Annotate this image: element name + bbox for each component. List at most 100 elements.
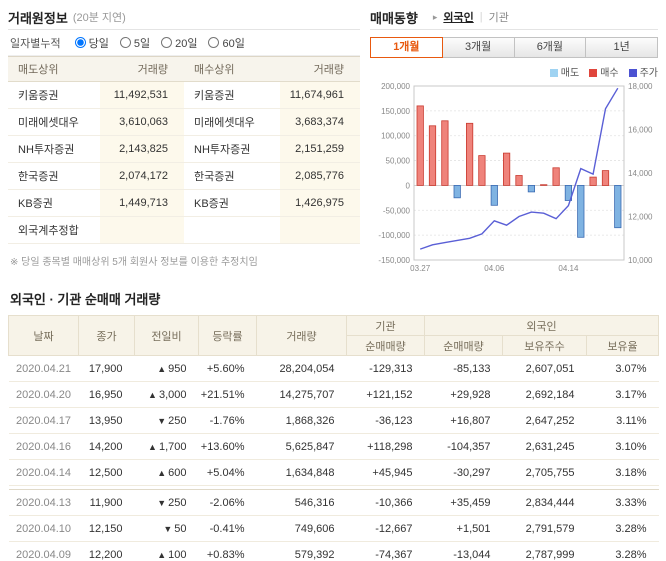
range-tab-0[interactable]: 1개월 — [370, 37, 443, 58]
change-cell: ▲ 3,000 — [134, 381, 199, 408]
seller-name: NH투자증권 — [8, 135, 100, 163]
broker-panel-header: 거래원정보 (20분 지연) — [8, 5, 360, 30]
trend-panel-header: 매매동향 ▸ 외국인 | 기관 — [370, 5, 658, 30]
broker-table-row: 미래에셋대우 3,610,063 미래에셋대우 3,683,374 — [8, 108, 360, 136]
foreign-shares-cell: 2,705,755 — [502, 459, 587, 486]
foreign-net-cell: -85,133 — [424, 355, 503, 382]
net-table-row: 2020.04.13 11,900 ▼ 250 -2.06% 546,316 -10,366… — [8, 489, 659, 516]
svg-text:18,000: 18,000 — [628, 82, 653, 91]
period-radio-1[interactable] — [119, 37, 131, 48]
buy-volume: 2,085,776 — [280, 162, 360, 190]
svg-text:14,000: 14,000 — [628, 169, 653, 178]
net-section-title: 외국인 · 기관 순매매 거래량 — [10, 292, 161, 307]
period-radio-3[interactable] — [208, 37, 220, 48]
change-cell: ▲ 600 — [134, 459, 199, 486]
down-arrow-icon: ▼ — [157, 497, 167, 508]
delay-note: (20분 지연) — [72, 12, 126, 24]
period-option-1[interactable]: 5일 — [119, 35, 151, 51]
foreign-shares-cell: 2,631,245 — [502, 433, 587, 460]
seller-name: 키움증권 — [8, 81, 100, 109]
period-option-label: 당일 — [88, 37, 109, 50]
rate-cell: -0.41% — [198, 515, 257, 542]
legend-item-1: 매수 — [589, 64, 619, 79]
svg-text:-100,000: -100,000 — [378, 231, 410, 240]
legend-swatch-icon — [549, 69, 558, 77]
volume-cell: 5,625,847 — [256, 433, 347, 460]
net-table: 날짜 종가 전일비 등락률 거래량 기관 외국인 순매매량 순매매량 보유주수 … — [8, 315, 660, 561]
institution-net-cell: +45,945 — [346, 459, 425, 486]
down-arrow-icon: ▼ — [157, 415, 167, 426]
trend-chart-svg: 200,000 150,000 100,000 50,000 0 -50,000 -100,… — [378, 82, 653, 273]
volume-cell: 28,204,054 — [256, 355, 347, 382]
rate-cell: -1.76% — [198, 407, 257, 434]
buy-volume: 2,151,259 — [280, 135, 360, 163]
rate-cell: +13.60% — [198, 433, 257, 460]
period-option-3[interactable]: 60일 — [208, 35, 245, 51]
legend-item-0: 매도 — [549, 64, 579, 79]
volume-cell: 579,392 — [256, 541, 347, 561]
foreign-ratio-cell: 3.18% — [586, 459, 659, 486]
trend-link-0[interactable]: 외국인 — [443, 12, 474, 24]
broker-table-row: 키움증권 11,492,531 키움증권 11,674,961 — [8, 81, 360, 109]
close-price-cell: 12,500 — [78, 459, 135, 486]
volume-cell: 14,275,707 — [256, 381, 347, 408]
change-cell: ▼ 250 — [134, 407, 199, 434]
trend-link-1[interactable]: 기관 — [488, 12, 509, 24]
period-selector-row: 일자별누적 당일 5일 20일 60일 — [8, 30, 360, 56]
up-arrow-icon: ▲ — [148, 389, 157, 400]
foreign-ratio-cell: 3.07% — [586, 355, 659, 382]
seller-name: 한국증권 — [8, 162, 100, 190]
svg-text:10,000: 10,000 — [628, 256, 653, 265]
period-option-0[interactable]: 당일 — [74, 35, 109, 51]
broker-table-header-row: 매도상위 거래량 매수상위 거래량 — [8, 56, 360, 82]
date-cell: 2020.04.17 — [8, 407, 79, 434]
rate-cell: +0.83% — [198, 541, 257, 561]
col-sell-top: 매도상위 — [8, 56, 100, 82]
volume-cell: 1,634,848 — [256, 459, 347, 486]
period-option-2[interactable]: 20일 — [161, 35, 197, 51]
legend-item-2: 주가 — [628, 64, 658, 79]
net-table-header-row-1: 날짜 종가 전일비 등락률 거래량 기관 외국인 — [8, 315, 660, 356]
date-cell: 2020.04.14 — [8, 459, 79, 486]
trend-panel: 매매동향 ▸ 외국인 | 기관 1개월 3개월 6개월 1년 매도 매수 주가 200,000 1… — [370, 5, 658, 276]
period-option-label: 5일 — [133, 37, 151, 50]
link-divider: | — [479, 11, 483, 23]
col-rate: 등락률 — [198, 315, 257, 356]
range-tab-2[interactable]: 6개월 — [513, 37, 587, 58]
net-trading-section: 외국인 · 기관 순매매 거래량 날짜 종가 전일비 등락률 거래량 기관 외국… — [8, 285, 660, 561]
seller-name: KB증권 — [8, 189, 100, 217]
period-radio-2[interactable] — [161, 37, 173, 48]
seller-name: 미래에셋대우 — [8, 108, 100, 136]
foreign-net-cell: +16,807 — [424, 407, 503, 434]
volume-cell: 546,316 — [256, 489, 347, 516]
foreign-ratio-cell: 3.28% — [586, 541, 659, 561]
up-arrow-icon: ▲ — [157, 467, 167, 478]
change-cell: ▲ 100 — [134, 541, 199, 561]
foreign-shares-cell: 2,607,051 — [502, 355, 587, 382]
buyer-name: 한국증권 — [184, 162, 280, 190]
svg-text:-150,000: -150,000 — [378, 256, 410, 265]
buy-volume: 3,683,374 — [280, 108, 360, 136]
range-tab-1[interactable]: 3개월 — [441, 37, 515, 58]
broker-table-row: KB증권 1,449,713 KB증권 1,426,975 — [8, 189, 360, 217]
top-panels: 거래원정보 (20분 지연) 일자별누적 당일 5일 20일 60일 매도상위 거래량… — [8, 5, 658, 276]
range-tab-3[interactable]: 1년 — [585, 37, 658, 58]
volume-cell: 1,868,326 — [256, 407, 347, 434]
col-volume: 거래량 — [256, 315, 347, 356]
foreign-shares-cell: 2,647,252 — [502, 407, 587, 434]
institution-net-cell: +118,298 — [346, 433, 425, 460]
change-cell: ▼ 250 — [134, 489, 199, 516]
col-foreign-shares: 보유주수 — [502, 335, 587, 356]
foreign-ratio-cell: 3.28% — [586, 515, 659, 542]
sell-volume: 1,449,713 — [100, 189, 184, 217]
period-option-label: 20일 — [175, 37, 198, 50]
broker-panel-title: 거래원정보 — [8, 10, 68, 26]
close-price-cell: 12,150 — [78, 515, 135, 542]
period-radio-0[interactable] — [74, 37, 86, 48]
change-cell: ▲ 950 — [134, 355, 199, 382]
sell-volume: 11,492,531 — [100, 81, 184, 109]
net-table-row: 2020.04.16 14,200 ▲ 1,700 +13.60% 5,625,847 +1… — [8, 433, 659, 460]
foreign-net-cell: -13,044 — [424, 541, 503, 561]
close-price-cell: 17,900 — [78, 355, 135, 382]
net-table-body: 2020.04.21 17,900 ▲ 950 +5.60% 28,204,054 -129… — [8, 355, 659, 561]
